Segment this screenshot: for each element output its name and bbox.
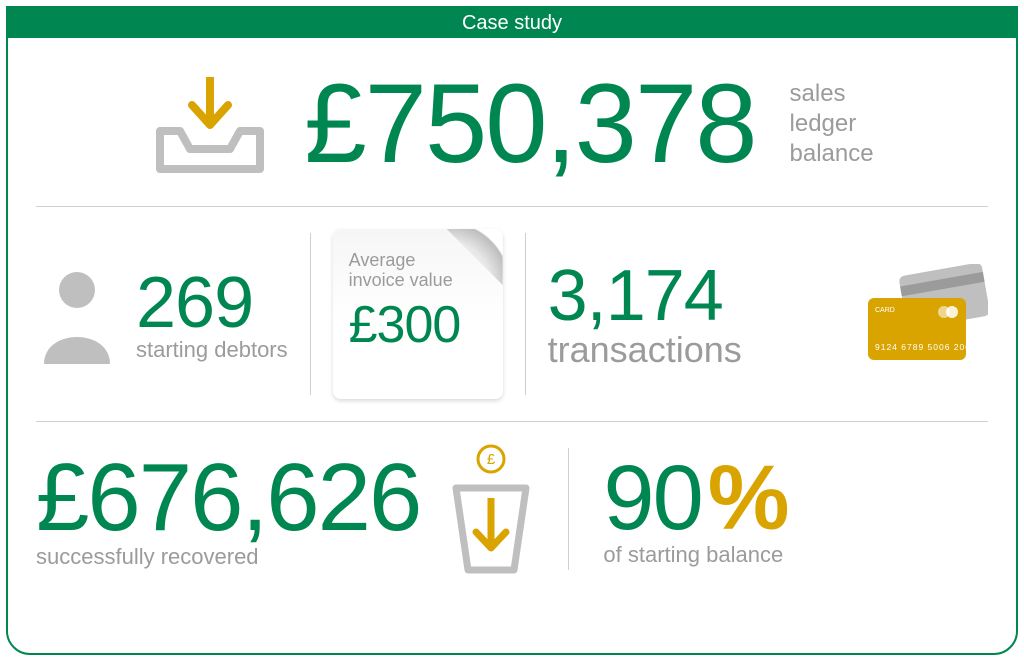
card-label-text: CARD [875,307,895,314]
person-icon [36,264,118,364]
balance-label-line3: balance [790,139,874,169]
credit-cards-icon: CARD 9124 6789 5006 2008 [848,264,988,364]
card-body: £750,378 sales ledger balance 269 sta [8,38,1016,653]
row-balance: £750,378 sales ledger balance [36,56,988,206]
inbox-icon [150,69,270,179]
avg-invoice-label-1: Average [349,251,487,269]
pct-label: of starting balance [603,544,789,566]
debtors-label: starting debtors [136,339,288,361]
svg-text:£: £ [487,451,496,468]
vertical-divider [525,233,526,395]
coin-into-bin-icon: £ [448,444,534,574]
pct-value: 90 [603,452,701,544]
cell-transactions: 3,174 transactions CARD 9124 6789 5006 [548,260,988,368]
row-recovered: £676,626 successfully recovered £ 9 [36,422,988,578]
recovered-label: successfully recovered [36,546,420,568]
recovered-value: £676,626 [36,450,420,546]
avg-invoice-label-2: invoice value [349,271,487,289]
header-bar: Case study [8,8,1016,38]
row-metrics: 269 starting debtors Average invoice val… [36,207,988,421]
balance-label-line1: sales [790,79,874,109]
balance-value: £750,378 [304,68,755,180]
transactions-label: transactions [548,332,742,368]
transactions-value: 3,174 [548,260,742,332]
balance-label-line2: ledger [790,109,874,139]
case-study-card: Case study £750,378 sales ledger balance [6,6,1018,655]
balance-label: sales ledger balance [790,79,874,169]
vertical-divider [568,448,569,570]
header-title: Case study [462,12,562,34]
card-number-text: 9124 6789 5006 2008 [875,342,977,352]
avg-invoice-value: £300 [349,299,487,351]
debtors-value: 269 [136,267,288,339]
invoice-paper-icon: Average invoice value £300 [333,229,503,399]
cell-avg-invoice: Average invoice value £300 [333,229,503,399]
cell-debtors: 269 starting debtors [36,264,288,364]
cell-recovered: £676,626 successfully recovered £ [36,444,534,574]
cell-percentage: 90 % of starting balance [603,452,789,566]
vertical-divider [310,233,311,395]
percent-icon: % [708,452,790,544]
